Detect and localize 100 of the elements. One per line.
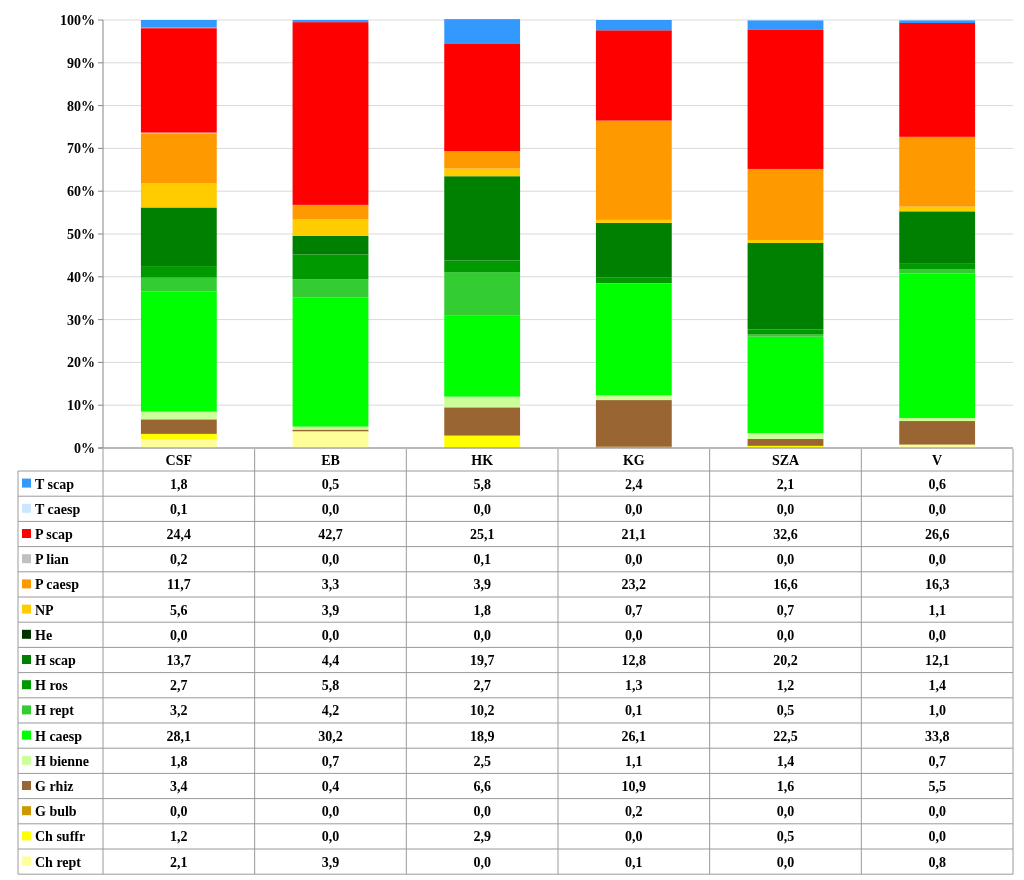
data-label: 26,1 bbox=[621, 728, 647, 744]
data-label: 5,6 bbox=[170, 602, 188, 618]
data-label: 0,8 bbox=[928, 854, 946, 870]
data-label: 1,8 bbox=[170, 753, 188, 769]
data-label: 4,2 bbox=[321, 703, 340, 719]
data-label: 0,7 bbox=[321, 753, 340, 769]
data-label: 2,1 bbox=[170, 854, 188, 870]
data-label: 0,0 bbox=[928, 501, 946, 517]
data-label: 0,0 bbox=[625, 829, 643, 845]
legend-label: T scap bbox=[35, 476, 75, 492]
data-label: 1,4 bbox=[928, 678, 946, 694]
data-label: 0,0 bbox=[625, 552, 643, 568]
legend-label: H caesp bbox=[35, 728, 83, 744]
x-tick-label: HK bbox=[471, 452, 494, 468]
data-label: 5,8 bbox=[321, 678, 340, 694]
data-label: 0,0 bbox=[928, 829, 946, 845]
data-label: 26,6 bbox=[924, 526, 950, 542]
data-label: 18,9 bbox=[469, 728, 495, 744]
y-tick-label: 100% bbox=[60, 12, 95, 28]
y-tick-label: 90% bbox=[67, 55, 95, 71]
data-label: 1,0 bbox=[928, 703, 946, 719]
data-label: 1,4 bbox=[776, 753, 795, 769]
legend-label: P scap bbox=[35, 526, 73, 542]
legend-label: H ros bbox=[35, 678, 69, 694]
data-label: 5,5 bbox=[928, 778, 946, 794]
y-tick-label: 10% bbox=[67, 398, 95, 414]
data-label: 0,7 bbox=[776, 602, 795, 618]
data-label: 0,0 bbox=[928, 552, 946, 568]
data-label: 0,0 bbox=[473, 501, 491, 517]
data-label: 1,1 bbox=[928, 602, 946, 618]
data-label: 16,3 bbox=[924, 577, 950, 593]
data-label: 10,2 bbox=[469, 703, 495, 719]
x-tick-label: EB bbox=[321, 452, 340, 468]
data-label: 0,1 bbox=[170, 501, 188, 517]
data-label: 13,7 bbox=[166, 652, 192, 668]
data-label: 11,7 bbox=[166, 577, 191, 593]
data-label: 19,7 bbox=[469, 652, 495, 668]
y-tick-label: 70% bbox=[67, 141, 95, 157]
data-label: 0,0 bbox=[776, 627, 795, 643]
data-label: 2,9 bbox=[473, 829, 491, 845]
data-label: 12,8 bbox=[621, 652, 647, 668]
legend-label: Ch suffr bbox=[35, 829, 86, 845]
legend-label: G bulb bbox=[35, 804, 77, 820]
legend-label: P lian bbox=[35, 552, 70, 568]
legend-label: H rept bbox=[35, 703, 75, 719]
data-label: 22,5 bbox=[773, 728, 798, 744]
data-label: 0,0 bbox=[321, 627, 340, 643]
data-label: 1,2 bbox=[776, 678, 795, 694]
data-label: 0,0 bbox=[928, 627, 946, 643]
data-label: 3,9 bbox=[321, 602, 340, 618]
data-label: 0,1 bbox=[625, 703, 643, 719]
data-label: 2,4 bbox=[625, 476, 643, 492]
data-label: 3,2 bbox=[170, 703, 188, 719]
data-label: 24,4 bbox=[166, 526, 192, 542]
data-label: 0,0 bbox=[928, 804, 946, 820]
data-label: 0,0 bbox=[776, 552, 795, 568]
data-label: 1,6 bbox=[776, 778, 795, 794]
data-label: 0,1 bbox=[473, 552, 491, 568]
data-label: 0,1 bbox=[625, 854, 643, 870]
data-label: 42,7 bbox=[318, 526, 343, 542]
data-label: 0,0 bbox=[170, 804, 188, 820]
legend-label: G rhiz bbox=[35, 778, 74, 794]
data-label: 0,4 bbox=[321, 778, 340, 794]
y-tick-label: 0% bbox=[74, 440, 95, 456]
y-tick-label: 40% bbox=[67, 269, 95, 285]
data-label: 1,8 bbox=[170, 476, 188, 492]
legend-label: P caesp bbox=[35, 577, 80, 593]
data-label: 30,2 bbox=[318, 728, 343, 744]
data-label: 0,0 bbox=[170, 627, 188, 643]
data-label: 0,0 bbox=[321, 501, 340, 517]
data-label: 2,1 bbox=[776, 476, 795, 492]
data-label: 0,0 bbox=[321, 829, 340, 845]
data-label: 0,0 bbox=[776, 854, 795, 870]
data-label: 0,0 bbox=[473, 854, 491, 870]
y-tick-label: 50% bbox=[67, 226, 95, 242]
data-label: 3,3 bbox=[321, 577, 340, 593]
x-tick-label: CSF bbox=[165, 452, 193, 468]
data-label: 5,8 bbox=[473, 476, 491, 492]
data-label: 0,7 bbox=[625, 602, 643, 618]
data-label: 16,6 bbox=[773, 577, 798, 593]
data-label: 0,0 bbox=[776, 501, 795, 517]
data-label: 0,5 bbox=[321, 476, 340, 492]
data-label: 0,0 bbox=[473, 804, 491, 820]
legend-label: T caesp bbox=[35, 501, 81, 517]
data-label: 0,0 bbox=[473, 627, 491, 643]
data-label: 3,9 bbox=[473, 577, 491, 593]
data-label: 0,0 bbox=[776, 804, 795, 820]
data-label: 0,0 bbox=[625, 627, 643, 643]
data-label: 0,5 bbox=[776, 829, 795, 845]
x-tick-label: SZA bbox=[771, 452, 801, 468]
legend-label: He bbox=[35, 627, 53, 643]
data-label: 2,7 bbox=[170, 678, 188, 694]
y-tick-label: 60% bbox=[67, 184, 95, 200]
data-label: 0,6 bbox=[928, 476, 946, 492]
data-label: 0,2 bbox=[625, 804, 643, 820]
data-label: 1,3 bbox=[625, 678, 643, 694]
legend-label: NP bbox=[35, 602, 55, 618]
data-label: 4,4 bbox=[321, 652, 340, 668]
data-label: 20,2 bbox=[773, 652, 798, 668]
data-label: 3,9 bbox=[321, 854, 340, 870]
